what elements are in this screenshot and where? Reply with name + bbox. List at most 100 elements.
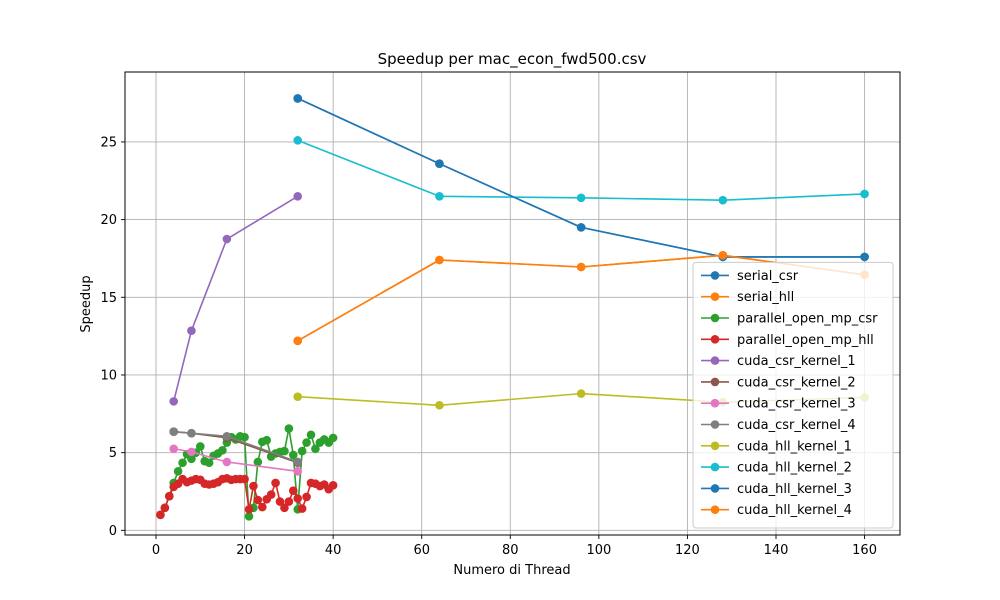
data-point <box>293 94 303 103</box>
series-layer <box>156 94 869 521</box>
plot-frame <box>124 71 901 536</box>
data-point <box>435 192 444 201</box>
series-line <box>173 430 298 463</box>
data-point <box>222 432 232 441</box>
data-point <box>302 492 311 502</box>
y-axis-label: Speedup <box>79 275 94 332</box>
legend-label: serial_hll <box>737 290 794 305</box>
legend-label: cuda_csr_kernel_3 <box>737 397 856 412</box>
x-tick-label: 0 <box>152 543 160 558</box>
data-point <box>293 494 303 503</box>
legend-item: serial_csr <box>701 269 799 284</box>
x-tick-label: 120 <box>675 543 700 558</box>
data-point <box>435 159 444 168</box>
data-point <box>244 505 254 514</box>
data-point <box>204 458 214 468</box>
data-point <box>275 497 285 506</box>
legend-item: cuda_hll_kernel_2 <box>701 461 852 476</box>
legend-item: cuda_csr_kernel_3 <box>701 397 856 412</box>
data-point <box>718 251 728 260</box>
legend-marker <box>710 356 720 365</box>
data-point <box>576 223 586 232</box>
data-point <box>328 433 338 443</box>
data-point <box>328 480 338 490</box>
y-tick-label: 20 <box>100 213 117 228</box>
data-point <box>173 467 183 476</box>
data-point <box>280 503 289 513</box>
data-point <box>435 400 444 410</box>
legend-item: cuda_csr_kernel_4 <box>701 418 856 433</box>
legend-marker <box>710 292 720 302</box>
data-point <box>169 427 179 436</box>
data-point <box>187 428 196 438</box>
data-point <box>156 510 165 520</box>
data-point <box>222 234 232 244</box>
data-point <box>169 397 179 406</box>
data-point <box>293 467 303 476</box>
x-axis: 0 20 40 60 80 100 120 140 160 <box>152 535 877 558</box>
legend-item: cuda_hll_kernel_3 <box>701 482 852 497</box>
series-line <box>173 447 298 473</box>
data-point <box>253 495 263 505</box>
legend-label: cuda_hll_kernel_2 <box>737 461 852 476</box>
data-point <box>435 255 444 265</box>
data-point <box>280 446 289 456</box>
y-tick-label: 5 <box>109 446 117 461</box>
data-point <box>293 336 303 346</box>
y-tick-label: 15 <box>100 291 117 306</box>
legend-marker <box>710 335 720 344</box>
y-tick-label: 0 <box>109 524 117 539</box>
x-tick-label: 40 <box>325 543 342 558</box>
data-point <box>169 444 179 454</box>
data-point <box>253 457 263 467</box>
legend-marker <box>710 505 720 514</box>
data-point <box>860 189 869 199</box>
legend-item: cuda_csr_kernel_2 <box>701 375 856 390</box>
data-point <box>240 432 249 442</box>
data-point <box>293 192 303 201</box>
data-point <box>218 446 227 455</box>
data-point <box>293 136 303 145</box>
x-tick-label: 20 <box>236 543 253 558</box>
y-tick-label: 25 <box>100 135 117 150</box>
legend-item: cuda_hll_kernel_1 <box>701 439 852 454</box>
data-point <box>576 389 586 398</box>
y-axis: 0 5 10 15 20 25 <box>100 135 125 539</box>
data-point <box>178 458 187 468</box>
legend-label: cuda_hll_kernel_1 <box>737 439 852 454</box>
data-point <box>262 435 272 445</box>
data-point <box>222 457 232 467</box>
series-line <box>172 195 299 402</box>
chart-title: Speedup per mac_econ_fwd500.csv <box>378 50 647 69</box>
data-point <box>311 444 320 454</box>
x-tick-label: 80 <box>502 543 519 558</box>
legend-marker <box>710 484 720 493</box>
data-point <box>164 491 174 501</box>
data-point <box>306 430 316 440</box>
x-tick-label: 140 <box>764 543 789 558</box>
legend-marker <box>710 398 720 408</box>
legend-marker <box>710 313 720 323</box>
data-point <box>240 474 249 484</box>
data-point <box>195 442 205 451</box>
data-point <box>266 490 276 499</box>
y-tick-label: 10 <box>100 368 117 383</box>
data-point <box>249 481 258 491</box>
data-point <box>297 504 307 513</box>
data-point <box>160 503 170 513</box>
data-point <box>297 446 307 456</box>
legend-box <box>692 261 894 529</box>
data-point <box>271 478 280 488</box>
data-point <box>576 193 586 203</box>
legend-item: cuda_hll_kernel_4 <box>701 503 852 518</box>
legend-marker <box>710 377 720 387</box>
data-point <box>284 497 294 506</box>
data-point <box>187 326 196 335</box>
data-point <box>284 424 294 433</box>
legend-label: parallel_open_mp_csr <box>737 312 878 327</box>
legend-label: parallel_open_mp_hll <box>737 333 874 348</box>
data-point <box>244 512 254 521</box>
legend-marker <box>710 420 720 429</box>
data-point <box>288 450 298 460</box>
legend-marker <box>710 441 720 451</box>
